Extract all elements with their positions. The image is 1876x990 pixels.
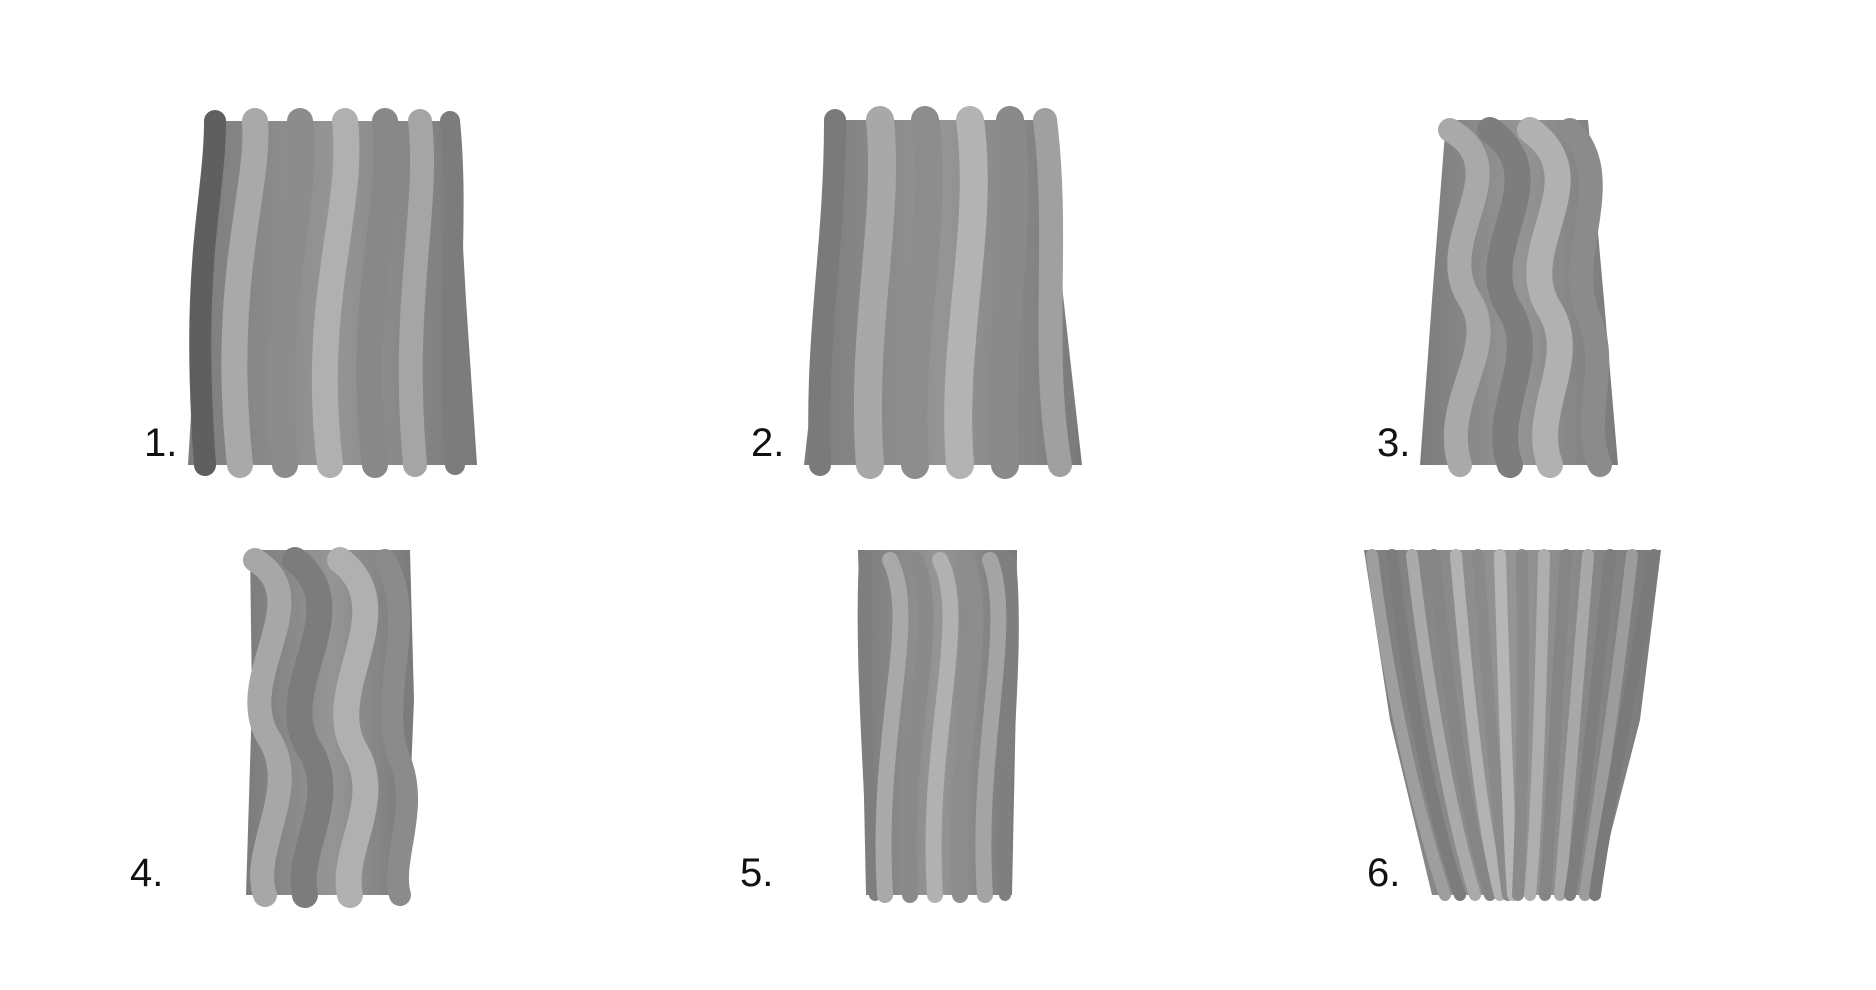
panel-label-3: 3.	[1377, 421, 1411, 465]
panel-label-5: 5.	[740, 851, 774, 895]
vase-4	[243, 547, 418, 908]
panel-label-2: 2.	[751, 421, 785, 465]
vase-1	[188, 108, 477, 478]
panel-label-1: 1.	[144, 421, 178, 465]
panel-label-6: 6.	[1367, 851, 1401, 895]
panel-label-4: 4.	[130, 851, 164, 895]
vase-6	[1364, 549, 1661, 901]
vase-5	[857, 550, 1019, 903]
vase-2	[804, 106, 1082, 479]
vase-3	[1420, 117, 1618, 478]
